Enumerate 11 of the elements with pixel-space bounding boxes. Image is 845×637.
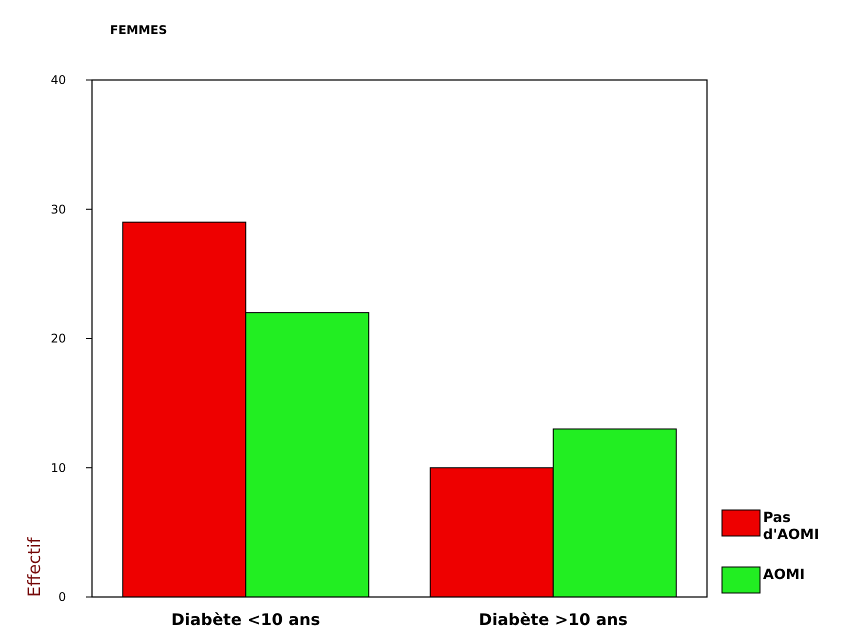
legend-label: Pas d'AOMI	[763, 510, 820, 543]
chart-title: FEMMES	[110, 23, 168, 37]
x-tick-label: Diabète >10 ans	[478, 610, 628, 629]
x-tick-label: Diabète <10 ans	[171, 610, 320, 629]
y-tick-label: 30	[50, 202, 66, 216]
y-tick-label: 40	[50, 73, 66, 88]
y-tick-label: 0	[58, 590, 66, 604]
y-axis-title: Effectif	[25, 536, 45, 597]
y-tick-label: 20	[50, 332, 66, 346]
legend-label: AOMI	[763, 567, 805, 583]
y-tick-label: 10	[50, 460, 66, 475]
